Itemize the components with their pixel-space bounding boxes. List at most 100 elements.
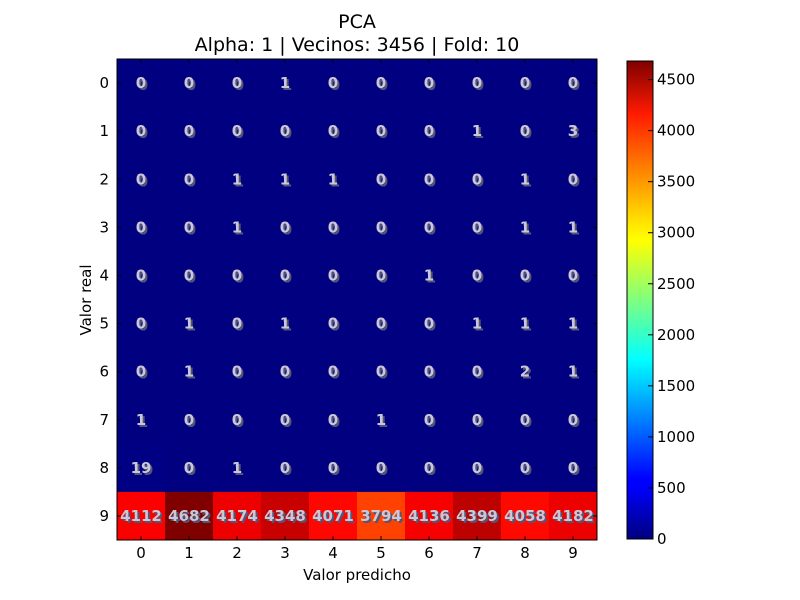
cell-value-shadow: 0 xyxy=(522,413,532,431)
heatmap-cell xyxy=(165,491,214,541)
cell-value: 0 xyxy=(184,459,194,477)
cell-value-shadow: 1 xyxy=(234,461,244,479)
heatmap-cell xyxy=(405,107,454,156)
heatmap-cell xyxy=(549,395,598,445)
cell-value-shadow: 0 xyxy=(138,365,148,383)
heatmap-cell xyxy=(117,251,166,300)
cell-value-shadow: 0 xyxy=(186,172,196,190)
cell-value: 0 xyxy=(376,170,386,188)
cell-value-shadow: 1 xyxy=(474,317,484,335)
cell-value-shadow: 1 xyxy=(570,365,580,383)
cell-value: 3794 xyxy=(360,507,402,525)
cell-value: 0 xyxy=(328,411,338,429)
heatmap-cell xyxy=(309,491,358,541)
cell-value-shadow: 0 xyxy=(330,461,340,479)
cell-value-shadow: 0 xyxy=(474,365,484,383)
heatmap-cell xyxy=(549,347,598,397)
heatmap-cell xyxy=(549,155,598,204)
cell-value: 0 xyxy=(328,266,338,284)
heatmap-cell xyxy=(309,59,358,108)
heatmap-cell xyxy=(357,203,406,252)
cell-value: 0 xyxy=(232,411,242,429)
cell-value: 4174 xyxy=(216,507,258,525)
heatmap-cell xyxy=(117,59,166,108)
heatmap-cell xyxy=(501,395,550,445)
heatmap-cell xyxy=(549,251,598,300)
cell-value-shadow: 1 xyxy=(186,365,196,383)
colorbar xyxy=(626,60,654,540)
heatmap-cell xyxy=(357,443,406,493)
heatmap-cell xyxy=(501,443,550,493)
colorbar-tick-label: 4500 xyxy=(657,71,695,89)
heatmap-cell xyxy=(405,347,454,397)
heatmap-cell xyxy=(549,107,598,156)
cell-value: 4682 xyxy=(168,507,210,525)
heatmap-cell xyxy=(405,203,454,252)
cell-value-shadow: 1 xyxy=(234,220,244,238)
plot-frame xyxy=(116,58,598,541)
cell-value-shadow: 0 xyxy=(570,461,580,479)
cell-value-shadow: 1 xyxy=(330,172,340,190)
cell-value-shadow: 2 xyxy=(522,365,532,383)
cell-value-shadow: 0 xyxy=(522,124,532,142)
heatmap-cell xyxy=(501,299,550,349)
cell-value: 0 xyxy=(376,74,386,92)
heatmap-cells xyxy=(117,59,598,541)
heatmap-cell xyxy=(261,299,310,349)
cell-value-shadow: 4348 xyxy=(266,509,308,527)
heatmap-cell xyxy=(309,251,358,300)
cell-value-shadow: 1 xyxy=(474,124,484,142)
x-tick-label: 2 xyxy=(232,544,242,562)
heatmap-cell xyxy=(453,491,502,541)
heatmap-cell xyxy=(261,107,310,156)
heatmap-cell xyxy=(261,347,310,397)
heatmap-cell xyxy=(261,59,310,108)
cell-value-shadow: 0 xyxy=(570,172,580,190)
heatmap-cell xyxy=(213,155,262,204)
cell-value-shadow: 0 xyxy=(330,124,340,142)
cell-value-shadow: 0 xyxy=(570,76,580,94)
heatmap-cell xyxy=(501,107,550,156)
cell-value-shadow: 4058 xyxy=(506,509,548,527)
heatmap-cell xyxy=(213,299,262,349)
cell-value-shadow: 4682 xyxy=(170,509,212,527)
heatmap-cell xyxy=(165,251,214,300)
cell-value: 0 xyxy=(424,218,434,236)
cell-value-shadow: 0 xyxy=(570,413,580,431)
cell-value: 4136 xyxy=(408,507,450,525)
cell-value: 1 xyxy=(568,315,578,333)
cell-value-shadow: 0 xyxy=(426,365,436,383)
cell-value-shadow: 1 xyxy=(522,317,532,335)
heatmap-cell xyxy=(165,203,214,252)
heatmap-cell xyxy=(165,443,214,493)
cell-value-shadow: 0 xyxy=(138,268,148,286)
heatmap-cell-labels: 0 0 0 0 0 0 1 1 0 0 0 0 0 0 0 0 0 0 0 0 0 0 0 0 0 0 0 0 0 0 0 0 0 0 1 1 0 0 3 3… xyxy=(120,74,596,527)
cell-value: 0 xyxy=(328,218,338,236)
cell-value: 0 xyxy=(280,459,290,477)
cell-value: 0 xyxy=(232,266,242,284)
heatmap-cell xyxy=(165,155,214,204)
x-tick-label: 5 xyxy=(376,544,386,562)
heatmap-cell xyxy=(453,155,502,204)
cell-value: 0 xyxy=(520,411,530,429)
colorbar-tick-label: 3000 xyxy=(657,224,695,242)
heatmap-cell xyxy=(165,107,214,156)
heatmap-cell xyxy=(213,107,262,156)
cell-value-shadow: 0 xyxy=(378,268,388,286)
cell-value-shadow: 0 xyxy=(138,124,148,142)
cell-value-shadow: 0 xyxy=(282,461,292,479)
cell-value-shadow: 0 xyxy=(426,172,436,190)
cell-value: 0 xyxy=(376,459,386,477)
heatmap-cell xyxy=(165,299,214,349)
cell-value-shadow: 0 xyxy=(330,413,340,431)
cell-value: 0 xyxy=(424,170,434,188)
y-axis-label: Valor real xyxy=(77,265,95,336)
cell-value-shadow: 4071 xyxy=(314,509,356,527)
cell-value-shadow: 0 xyxy=(474,76,484,94)
cell-value: 0 xyxy=(184,218,194,236)
heatmap-cell xyxy=(501,203,550,252)
cell-value-shadow: 1 xyxy=(426,268,436,286)
cell-value-shadow: 1 xyxy=(282,317,292,335)
x-tick-label: 9 xyxy=(568,544,578,562)
heatmap-cell xyxy=(357,347,406,397)
